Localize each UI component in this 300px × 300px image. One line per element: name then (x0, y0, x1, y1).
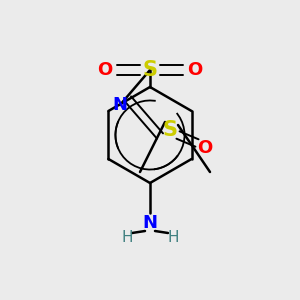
Text: N: N (142, 214, 158, 232)
Text: S: S (163, 120, 178, 140)
Text: H: H (167, 230, 179, 245)
Text: O: O (188, 61, 202, 79)
Text: N: N (112, 96, 128, 114)
Text: O: O (197, 139, 213, 157)
Text: H: H (121, 230, 133, 245)
Text: S: S (142, 60, 158, 80)
Text: O: O (98, 61, 112, 79)
